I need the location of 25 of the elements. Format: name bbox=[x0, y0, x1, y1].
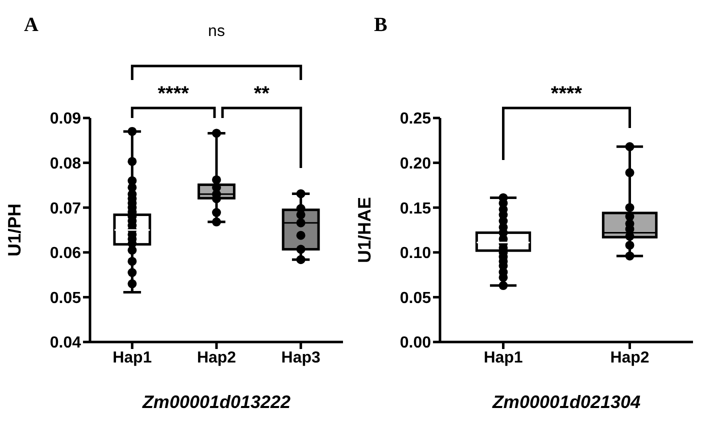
x-tick-label: Hap1 bbox=[484, 349, 523, 366]
y-tick-label: 0.09 bbox=[50, 110, 82, 128]
chart-title: A bbox=[24, 14, 38, 37]
x-tick-label: Hap1 bbox=[112, 349, 152, 366]
chart-title: B bbox=[374, 14, 388, 37]
text: ** bbox=[254, 83, 270, 105]
x-tick-label: Hap3 bbox=[281, 349, 320, 366]
text: ns bbox=[208, 23, 225, 40]
y-tick-label: 0.07 bbox=[50, 200, 82, 218]
y-tick-label: 0.20 bbox=[400, 155, 432, 172]
x-tick-label: Hap2 bbox=[610, 349, 650, 366]
y-tick-label: 0.10 bbox=[400, 245, 432, 262]
y-tick-label: 0.15 bbox=[400, 200, 432, 218]
text: **** bbox=[550, 83, 582, 105]
text: **** bbox=[158, 83, 190, 105]
y-tick-label: 0.05 bbox=[50, 290, 82, 307]
y-tick-label: 0.25 bbox=[400, 110, 432, 128]
y-tick-label: 0.05 bbox=[400, 290, 432, 307]
y-tick-label: 0.08 bbox=[50, 155, 82, 172]
y-tick-label: 0.04 bbox=[50, 334, 82, 352]
x-tick-label: Hap2 bbox=[196, 349, 236, 366]
y-tick-label: 0.00 bbox=[400, 334, 432, 352]
x-axis-title: Zm00001d013222 bbox=[141, 392, 291, 412]
x-axis-title: Zm00001d021304 bbox=[491, 392, 641, 412]
y-tick-label: 0.06 bbox=[50, 245, 82, 262]
